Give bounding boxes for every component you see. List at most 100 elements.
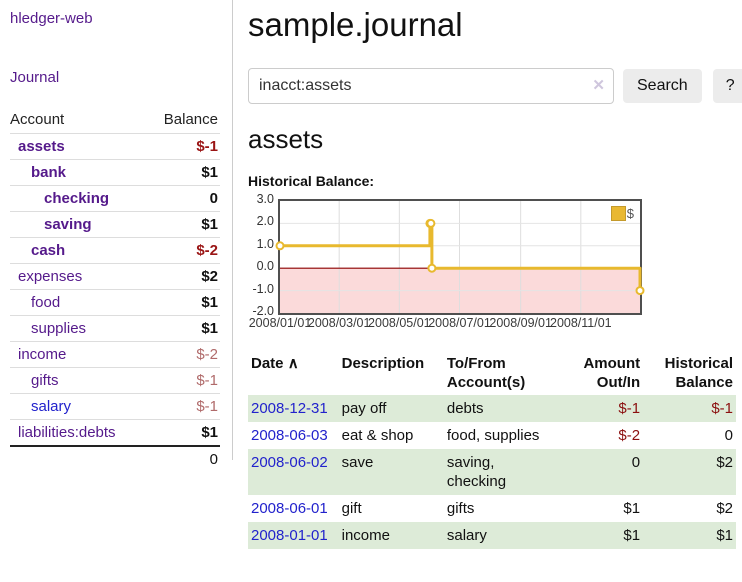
legend-label: $ — [626, 206, 634, 221]
sidebar-item-journal[interactable]: Journal — [10, 69, 60, 86]
transaction-account: food, supplies — [446, 427, 540, 444]
column-header-amount[interactable]: Amount Out/In — [583, 355, 641, 391]
search-form: ✕ Search ? — [248, 68, 742, 104]
y-tick-label: -1.0 — [252, 281, 274, 296]
account-row: gifts $-1 — [10, 367, 220, 393]
register-row: 2008-01-01 income salary $1 $1 — [248, 522, 736, 549]
account-link-cash[interactable]: cash — [31, 242, 66, 259]
transaction-date-link[interactable]: 2008-12-31 — [251, 400, 328, 417]
x-tick-label: 2008/03/01 — [307, 316, 371, 330]
account-row: expenses $2 — [10, 263, 220, 289]
chart-plot-area[interactable]: $ — [275, 199, 645, 315]
account-balance: $-2 — [196, 242, 218, 259]
account-balance: $1 — [201, 424, 218, 441]
chart-y-axis: 3.0 2.0 1.0 0.0 -1.0 -2.0 — [248, 192, 274, 318]
x-tick-label: 2008/05/01 — [368, 316, 431, 330]
account-balance: $1 — [201, 294, 218, 311]
account-balance: 0 — [209, 190, 218, 207]
brand-link[interactable]: hledger-web — [10, 10, 93, 27]
transaction-account: gifts — [446, 500, 475, 517]
search-input[interactable] — [248, 68, 614, 104]
account-row: food $1 — [10, 289, 220, 315]
transaction-description: save — [341, 454, 374, 471]
register-header-row: Date ∧ Description To/From Account(s) Am… — [248, 351, 736, 395]
register-table: Date ∧ Description To/From Account(s) Am… — [248, 351, 736, 549]
account-row: liabilities:debts $1 — [10, 419, 220, 445]
transaction-amount: $-1 — [618, 400, 641, 417]
transaction-description: pay off — [341, 400, 387, 417]
transaction-account: saving, checking — [446, 454, 507, 490]
page-title: sample.journal — [248, 6, 463, 43]
x-tick-label: 2008/07/01 — [428, 316, 491, 330]
clear-search-icon[interactable]: ✕ — [592, 77, 605, 94]
search-help-button[interactable]: ? — [712, 69, 742, 103]
balance-column-header: Balance — [163, 111, 218, 128]
account-row: income $-2 — [10, 341, 220, 367]
account-balance: $-1 — [196, 372, 218, 389]
column-header-account[interactable]: To/From Account(s) — [446, 355, 526, 391]
transaction-balance: $2 — [716, 454, 733, 471]
x-tick-label: 2008/09/01 — [489, 316, 552, 330]
transaction-amount: $1 — [623, 500, 641, 517]
search-button[interactable]: Search — [623, 69, 702, 103]
account-row: bank $1 — [10, 159, 220, 185]
account-link-supplies[interactable]: supplies — [31, 320, 87, 337]
register-row: 2008-06-02 save saving, checking 0 $2 — [248, 449, 736, 495]
accounts-total-row: 0 — [10, 445, 220, 472]
transaction-date-link[interactable]: 2008-06-01 — [251, 500, 328, 517]
historical-balance-chart: 3.0 2.0 1.0 0.0 -1.0 -2.0 $ 2008/01/01 2008/03… — [248, 192, 648, 333]
sort-ascending-icon: ∧ — [287, 355, 299, 372]
column-header-date[interactable]: Date ∧ — [248, 351, 339, 395]
register-row: 2008-06-03 eat & shop food, supplies $-2… — [248, 422, 736, 449]
account-balance: $-2 — [196, 346, 218, 363]
y-tick-label: -2.0 — [252, 304, 274, 318]
account-link-expenses[interactable]: expenses — [18, 268, 83, 285]
chart-legend: $ — [610, 206, 634, 221]
account-link-checking[interactable]: checking — [44, 190, 110, 207]
account-row: checking 0 — [10, 185, 220, 211]
account-balance: $2 — [201, 268, 218, 285]
transaction-description: gift — [341, 500, 362, 517]
y-tick-label: 3.0 — [256, 192, 274, 206]
account-row: assets $-1 — [10, 133, 220, 159]
data-point-marker — [275, 241, 285, 251]
account-link-salary[interactable]: salary — [31, 398, 72, 415]
account-column-header: Account — [10, 111, 65, 128]
y-tick-label: 2.0 — [256, 214, 274, 229]
chart-title: Historical Balance: — [248, 173, 375, 189]
account-balance: $-1 — [196, 398, 218, 415]
account-link-liabilities-debts[interactable]: liabilities:debts — [18, 424, 116, 441]
transaction-account: salary — [446, 527, 487, 544]
register-row: 2008-06-01 gift gifts $1 $2 — [248, 495, 736, 522]
transaction-date-link[interactable]: 2008-06-02 — [251, 454, 328, 471]
account-link-assets[interactable]: assets — [18, 138, 65, 155]
transaction-date-link[interactable]: 2008-06-03 — [251, 427, 328, 444]
account-link-food[interactable]: food — [31, 294, 61, 311]
transaction-description: eat & shop — [341, 427, 414, 444]
account-heading: assets — [248, 124, 324, 154]
transaction-balance: 0 — [724, 427, 733, 444]
main-content: sample.journal ✕ Search ? assets Histori… — [248, 0, 742, 549]
account-link-income[interactable]: income — [18, 346, 67, 363]
account-balance: $-1 — [196, 138, 218, 155]
account-row: supplies $1 — [10, 315, 220, 341]
account-row: cash $-2 — [10, 237, 220, 263]
column-header-balance[interactable]: Historical Balance — [664, 355, 733, 391]
transaction-balance: $1 — [716, 527, 733, 544]
account-link-gifts[interactable]: gifts — [31, 372, 59, 389]
account-link-bank[interactable]: bank — [31, 164, 67, 181]
legend-swatch-icon — [610, 206, 626, 221]
account-row: salary $-1 — [10, 393, 220, 419]
account-link-saving[interactable]: saving — [44, 216, 92, 233]
transaction-account: debts — [446, 400, 484, 417]
account-table-header: Account Balance — [10, 108, 220, 133]
account-balance: $1 — [201, 320, 218, 337]
column-header-description[interactable]: Description — [341, 355, 425, 372]
transaction-description: income — [341, 527, 390, 544]
transaction-amount: $-2 — [618, 427, 641, 444]
transaction-date-link[interactable]: 2008-01-01 — [251, 527, 328, 544]
y-tick-label: 0.0 — [256, 259, 274, 274]
sidebar: hledger-web Journal Account Balance asse… — [0, 0, 233, 468]
account-row: saving $1 — [10, 211, 220, 237]
